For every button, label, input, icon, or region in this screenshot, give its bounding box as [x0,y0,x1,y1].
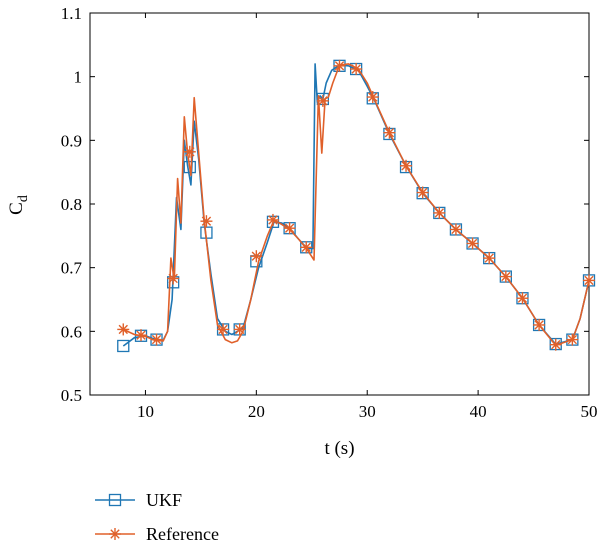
data-point-reference [250,250,263,263]
data-point-reference [300,241,313,254]
x-axis-label: t (s) [324,438,354,459]
legend-label-reference: Reference [146,524,219,544]
data-point-reference [583,274,595,287]
legend-marker-ukf [108,493,122,507]
data-point-reference [333,59,346,72]
x-tick-label: 20 [248,402,265,421]
y-tick-label: 0.5 [61,386,82,405]
data-point-reference [433,206,446,219]
legend-item-ukf: UKF [95,490,182,510]
data-point-reference [200,215,213,228]
data-point-reference [499,270,512,283]
y-tick-label: 1.1 [61,4,82,23]
data-point-reference [167,272,180,285]
legend: UKF Reference [95,490,219,544]
x-tick-label: 10 [137,402,154,421]
x-tick-label: 50 [581,402,598,421]
data-point-reference [383,126,396,139]
y-tick-label: 0.9 [61,131,82,150]
data-point-reference [366,91,379,104]
tick-layer: 10 20 30 40 50 0.5 0.6 0.7 0.8 0.9 1 1.1 [61,4,598,421]
legend-marker-reference [109,528,121,540]
data-point-reference [533,318,546,331]
data-point-reference [117,323,130,336]
data-point-reference [217,323,230,336]
series-reference [117,59,595,351]
legend-item-reference: Reference [95,524,219,544]
data-point-reference [466,237,479,250]
y-tick-label: 0.6 [61,322,82,341]
data-point-reference [135,329,148,342]
data-point-reference [566,333,579,346]
data-point-reference [350,63,363,76]
data-point-reference [416,186,429,199]
series-layer [117,59,596,353]
data-point-reference [266,213,279,226]
data-point-reference [400,159,413,172]
y-axis-label-subscript: d [16,195,31,202]
data-point-reference [283,222,296,235]
y-tick-label: 1 [74,68,83,87]
data-point-reference [150,333,163,346]
data-point-reference [483,252,496,265]
x-tick-label: 40 [470,402,487,421]
data-point-reference [449,223,462,236]
data-point-reference [549,338,562,351]
y-tick-label: 0.8 [61,195,82,214]
data-point-reference [516,292,529,305]
y-axis-label: Cd [6,195,31,215]
data-point-ukf [117,339,130,353]
data-point-reference [316,94,329,107]
y-axis-label-main: C [6,202,27,215]
y-tick-label: 0.7 [61,259,83,278]
legend-label-ukf: UKF [146,490,182,510]
data-point-reference [183,145,196,158]
data-point-reference [233,323,246,336]
series-ukf [117,59,596,353]
x-tick-label: 30 [359,402,376,421]
